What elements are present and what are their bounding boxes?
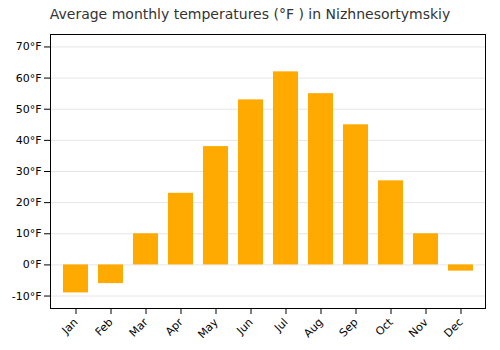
svg-text:Sep: Sep xyxy=(337,316,361,340)
svg-text:50°F: 50°F xyxy=(16,103,42,116)
svg-text:Feb: Feb xyxy=(93,316,116,339)
svg-text:Mar: Mar xyxy=(127,315,151,339)
svg-text:10°F: 10°F xyxy=(16,227,42,240)
svg-text:May: May xyxy=(195,315,221,341)
html-text:Average monthly temperatures (: Average monthly temperatures (°F ) in Ni… xyxy=(49,6,451,22)
svg-text:Oct: Oct xyxy=(373,315,396,338)
svg-text:0°F: 0°F xyxy=(23,258,42,271)
svg-text:-10°F: -10°F xyxy=(12,290,42,303)
svg-text:70°F: 70°F xyxy=(16,40,42,53)
svg-text:Jan: Jan xyxy=(59,316,81,338)
svg-text:Apr: Apr xyxy=(163,315,186,338)
svg-text:Dec: Dec xyxy=(441,316,465,340)
svg-text:20°F: 20°F xyxy=(16,196,42,209)
svg-text:Jul: Jul xyxy=(271,316,290,335)
svg-text:Aug: Aug xyxy=(301,316,325,340)
svg-text:Nov: Nov xyxy=(406,315,431,340)
svg-text:40°F: 40°F xyxy=(16,134,42,147)
svg-text:60°F: 60°F xyxy=(16,72,42,85)
svg-text:Jun: Jun xyxy=(234,316,256,338)
svg-text:30°F: 30°F xyxy=(16,165,42,178)
